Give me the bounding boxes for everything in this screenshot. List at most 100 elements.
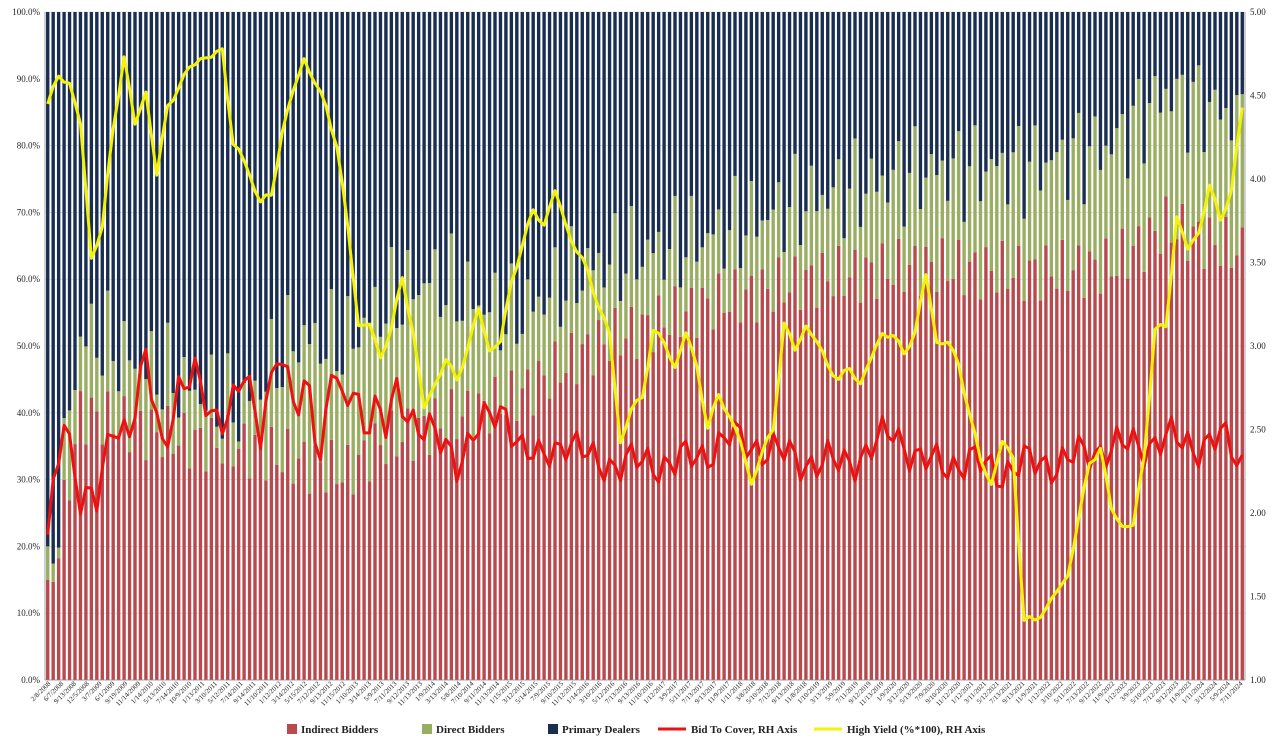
direct-bar (935, 175, 939, 292)
indirect-bar (204, 471, 208, 680)
indirect-bar (1093, 259, 1097, 680)
direct-bar (902, 226, 906, 292)
indirect-bar (144, 460, 148, 680)
indirect-bar (182, 412, 186, 680)
indirect-bar (351, 494, 355, 680)
direct-bar (515, 343, 519, 421)
legend-item-dealers: Primary Dealers (548, 724, 641, 736)
dealers-bar (995, 12, 999, 167)
direct-bar (149, 331, 154, 410)
y-left-tick-label: 20.0% (17, 541, 41, 551)
direct-bar (482, 314, 486, 401)
indirect-bar (406, 408, 410, 680)
indirect-bar (476, 393, 481, 680)
dealers-bar (542, 12, 546, 315)
indirect-bar (520, 388, 524, 680)
dealers-bar (569, 12, 574, 227)
direct-bar (100, 375, 104, 445)
direct-bar (596, 252, 601, 321)
indirect-bar (613, 307, 617, 680)
indirect-bar (673, 286, 677, 680)
dealers-bar (744, 12, 748, 236)
dealers-bar (144, 12, 148, 380)
indirect-bar (836, 245, 841, 680)
direct-bar (187, 390, 192, 469)
direct-bar (913, 126, 917, 246)
dealers-bar (607, 12, 612, 265)
dealers-bar (62, 12, 66, 419)
indirect-bar (1006, 289, 1010, 680)
indirect-bar (640, 314, 644, 680)
indirect-bar (46, 579, 50, 680)
direct-bar (329, 289, 334, 440)
indirect-bar (460, 416, 464, 680)
bar-series (46, 12, 1244, 681)
direct-bar (509, 263, 514, 371)
indirect-bar (171, 453, 175, 680)
direct-bar (836, 159, 841, 246)
dealers-bar (1202, 12, 1206, 153)
dealers-bar (111, 12, 115, 362)
direct-bar (978, 201, 983, 300)
indirect-bar (346, 444, 350, 680)
direct-bar (738, 268, 743, 323)
indirect-bar (395, 456, 399, 680)
dealers-bar (706, 12, 710, 234)
indirect-bar (215, 447, 219, 680)
dealers-bar (1142, 12, 1146, 164)
indirect-bar (247, 478, 252, 680)
dealers-bar (733, 12, 737, 176)
direct-bar (116, 391, 121, 436)
direct-bar (1126, 178, 1130, 279)
direct-bar (416, 295, 421, 418)
dealers-bar (95, 12, 99, 358)
dealers-bar (1153, 12, 1157, 77)
indirect-bar (804, 270, 808, 680)
dealers-bar (1060, 12, 1064, 140)
direct-bar (122, 321, 126, 397)
indirect-bar (367, 481, 372, 680)
dealers-bar (482, 12, 486, 315)
indirect-bar (646, 315, 650, 680)
dealers-bar (487, 12, 492, 313)
direct-bar (1044, 162, 1048, 246)
dealers-bar (1218, 12, 1223, 120)
direct-bar (706, 233, 710, 299)
dealers-bar (51, 12, 55, 564)
indirect-bar (558, 382, 563, 680)
direct-bar (820, 194, 824, 253)
dealers-bar (558, 12, 563, 327)
dealers-bar (389, 12, 394, 247)
dealers-bar (618, 12, 623, 301)
dealers-bar (776, 12, 781, 183)
direct-bar (62, 418, 66, 480)
direct-bar (193, 389, 197, 431)
indirect-bar (400, 442, 404, 680)
direct-bar (782, 251, 786, 303)
indirect-bar (1186, 260, 1190, 680)
dealers-bar (498, 12, 503, 351)
direct-bar (536, 296, 541, 362)
indirect-bar (187, 468, 192, 680)
direct-bar (1175, 78, 1179, 240)
direct-bar (575, 303, 579, 385)
indirect-bar (951, 278, 955, 680)
dealers-bar (258, 12, 263, 400)
dealers-bar (1224, 12, 1228, 109)
dealers-bar (1104, 12, 1108, 146)
indirect-bar (498, 413, 503, 680)
dealers-bar (166, 12, 170, 323)
indirect-bar (727, 311, 732, 680)
dealers-bar (149, 12, 154, 332)
indirect-bar (973, 252, 977, 681)
indirect-bar (84, 444, 88, 680)
dealers-bar (1175, 12, 1179, 79)
dealers-bar (766, 12, 770, 220)
dealers-bar (1169, 12, 1174, 112)
indirect-bar (1055, 288, 1059, 680)
dealers-bar (700, 12, 704, 248)
direct-bar (1158, 112, 1163, 255)
dealers-bar (351, 12, 355, 349)
dealers-bar (722, 12, 726, 269)
dealers-bar (226, 12, 230, 354)
